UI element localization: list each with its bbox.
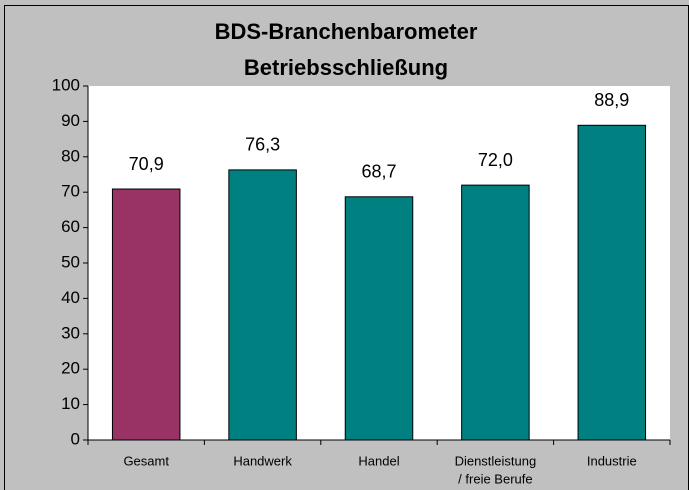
x-tick-label: Dienstleistung xyxy=(455,453,537,468)
y-tick-label: 10 xyxy=(61,394,80,413)
data-label: 88,9 xyxy=(594,90,629,110)
x-tick-label: / freie Berufe xyxy=(458,471,532,486)
x-tick-label: Handwerk xyxy=(233,453,292,468)
data-label: 76,3 xyxy=(245,135,280,155)
chart-title: BDS-Branchenbarometer xyxy=(215,19,478,44)
x-tick-label: Gesamt xyxy=(123,453,169,468)
data-label: 68,7 xyxy=(361,162,396,182)
y-tick-label: 0 xyxy=(71,429,80,448)
y-tick-label: 70 xyxy=(61,182,80,201)
y-tick-label: 40 xyxy=(61,288,80,307)
y-tick-label: 80 xyxy=(61,146,80,165)
bar xyxy=(344,196,414,441)
bar xyxy=(461,184,530,441)
data-label: 70,9 xyxy=(129,154,164,174)
y-tick-label: 90 xyxy=(61,111,80,130)
bar xyxy=(111,188,181,441)
x-tick-label: Handel xyxy=(358,453,399,468)
y-tick-label: 20 xyxy=(61,359,80,378)
y-tick-label: 100 xyxy=(52,75,80,94)
x-tick-label: Industrie xyxy=(587,453,637,468)
y-tick-label: 30 xyxy=(61,323,80,342)
bar xyxy=(228,169,297,441)
chart-subtitle: Betriebsschließung xyxy=(244,55,448,80)
y-tick-label: 60 xyxy=(61,217,80,236)
bar xyxy=(577,124,647,441)
y-tick-label: 50 xyxy=(61,252,80,271)
data-label: 72,0 xyxy=(478,150,513,170)
